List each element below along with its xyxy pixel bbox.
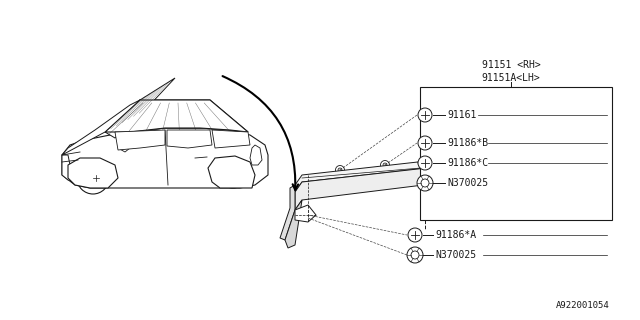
Polygon shape [68, 158, 118, 188]
Text: N370025: N370025 [435, 250, 476, 260]
Circle shape [418, 108, 432, 122]
Polygon shape [62, 155, 80, 182]
Circle shape [411, 251, 419, 259]
Polygon shape [250, 145, 262, 165]
Text: 91161: 91161 [447, 110, 476, 120]
Text: 91186*C: 91186*C [447, 158, 488, 168]
Text: 91186*A: 91186*A [435, 230, 476, 240]
Bar [420, 87, 612, 220]
Circle shape [418, 136, 432, 150]
Text: 91151A<LH>: 91151A<LH> [482, 73, 540, 83]
Polygon shape [295, 155, 510, 192]
Polygon shape [62, 100, 140, 155]
Circle shape [381, 161, 390, 170]
Polygon shape [115, 130, 165, 150]
Polygon shape [212, 130, 250, 148]
Circle shape [418, 156, 432, 170]
Text: 91186*B: 91186*B [447, 138, 488, 148]
Polygon shape [285, 200, 302, 248]
Polygon shape [167, 130, 212, 148]
Polygon shape [105, 100, 248, 132]
Text: A922001054: A922001054 [556, 301, 610, 310]
Circle shape [335, 165, 344, 174]
Circle shape [426, 156, 435, 164]
Circle shape [417, 175, 433, 191]
Circle shape [224, 163, 242, 181]
Polygon shape [105, 100, 248, 132]
Polygon shape [105, 78, 175, 138]
Polygon shape [62, 128, 268, 188]
Circle shape [77, 162, 109, 194]
Text: 91151 <RH>: 91151 <RH> [482, 60, 540, 70]
Circle shape [428, 158, 432, 162]
Circle shape [421, 179, 429, 187]
Circle shape [407, 247, 423, 263]
Circle shape [383, 163, 387, 167]
Circle shape [217, 156, 249, 188]
Polygon shape [118, 144, 130, 152]
Polygon shape [295, 162, 480, 210]
Circle shape [338, 168, 342, 172]
Polygon shape [208, 156, 255, 188]
Polygon shape [280, 185, 295, 240]
Circle shape [84, 169, 102, 187]
Polygon shape [295, 205, 316, 222]
Polygon shape [480, 155, 515, 178]
Circle shape [468, 155, 472, 159]
Circle shape [465, 153, 474, 162]
Text: N370025: N370025 [447, 178, 488, 188]
Circle shape [408, 228, 422, 242]
